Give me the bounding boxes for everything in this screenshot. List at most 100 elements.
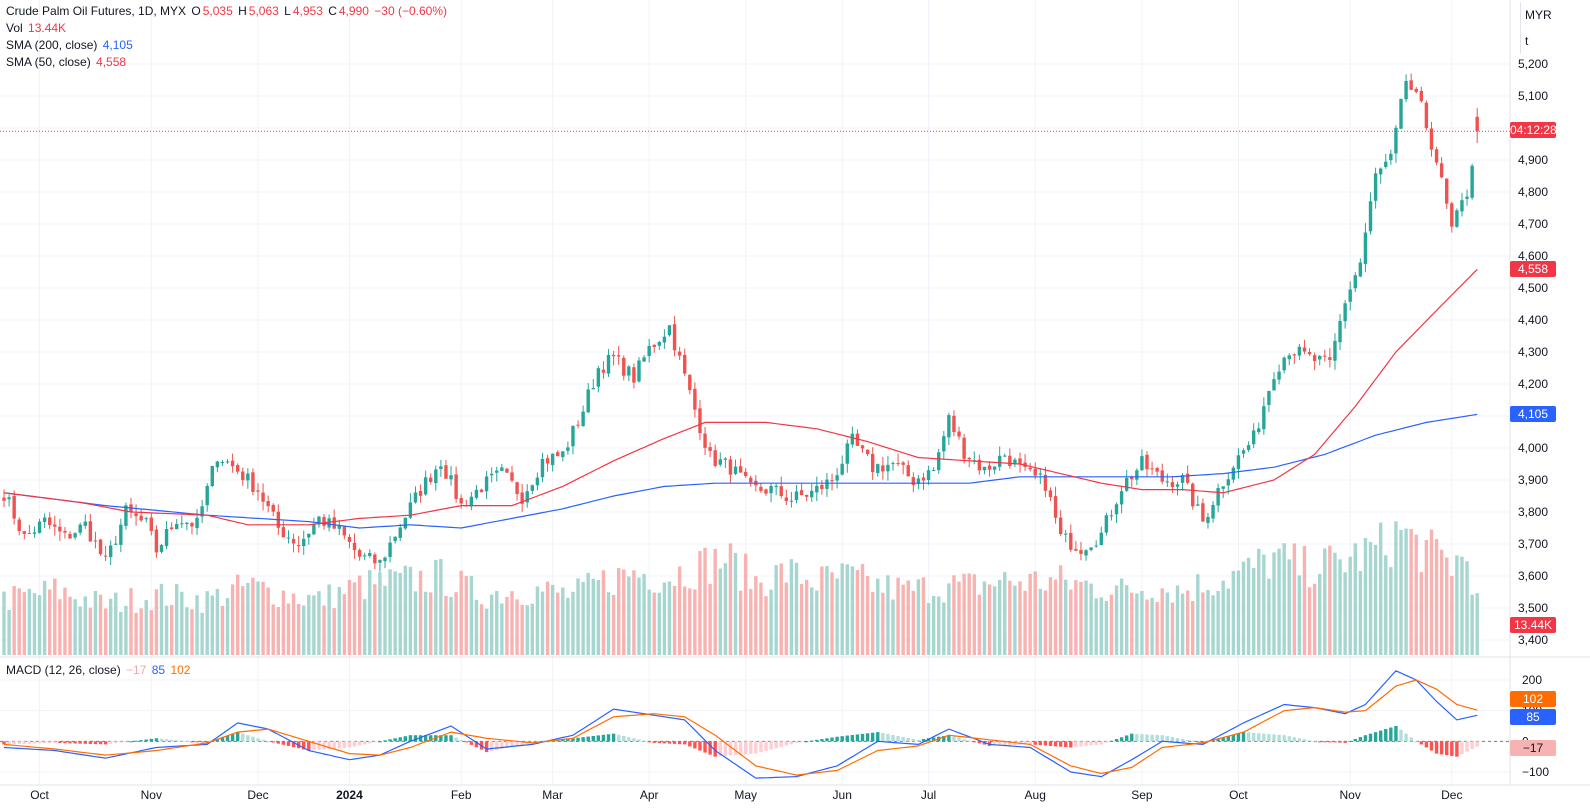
candle-body [98,539,103,555]
volume-bar [652,592,656,655]
macd-histogram-bar [616,734,621,742]
price-axis-label: 3,500 [1518,601,1548,615]
candle-body [545,458,550,464]
candle-body [225,461,230,463]
volume-bar [418,570,423,655]
candle-body [688,374,692,391]
macd-histogram-bar [149,738,154,742]
time-axis-label: May [734,788,757,802]
sma50-price-tag: 4,558 [1510,261,1556,277]
time-axis-label: Dec [1441,788,1462,802]
macd-histogram-bar [637,739,641,742]
volume-bar [1389,567,1393,655]
volume-bar [63,587,67,655]
volume-bar [916,579,921,655]
volume-bar [1069,589,1073,655]
candle-body [1216,487,1220,506]
macd-histogram-bar [916,739,921,742]
volume-legend[interactable]: Vol 13.44K [6,20,68,37]
currency-unit-box[interactable]: MYR t [1520,2,1569,54]
sma200-legend[interactable]: SMA (200, close) 4,105 [6,37,135,54]
macd-histogram-bar [967,740,971,742]
volume-bar [606,592,611,655]
sma200-price-tag: 4,105 [1510,406,1556,422]
macd-histogram-bar [88,741,93,744]
volume-bar [556,592,560,655]
macd-histogram-bar [393,738,397,742]
volume-bar [1114,585,1119,655]
volume-value: 13.44K [28,21,67,35]
volume-bar [688,588,692,655]
volume-bar [1109,594,1114,655]
volume-bar [825,565,829,655]
macd-histogram-bar [1180,739,1185,742]
candle-body [22,531,27,534]
volume-bar [1292,543,1297,655]
candle-body [261,492,265,502]
macd-histogram-bar [114,741,118,744]
candle-body [1419,90,1424,102]
macd-histogram-bar [1419,741,1424,745]
candle-body [1099,532,1103,546]
candle-body [738,466,743,473]
volume-bar [703,547,707,655]
time-axis-label: Feb [451,788,472,802]
volume-bar [479,604,484,655]
macd-histogram-bar [1297,738,1302,742]
candle-body [215,461,220,468]
volume-bar [205,591,209,655]
macd-histogram-bar [556,739,560,742]
candle-body [672,324,677,351]
macd-histogram-bar [896,735,900,742]
macd-histogram-bar [398,737,402,742]
candle-body [210,465,214,487]
macd-histogram-bar [672,741,677,744]
macd-histogram-bar [835,736,839,742]
volume-bar [444,595,448,655]
time-axis-label: Mar [542,788,563,802]
macd-histogram-bar [1394,726,1398,742]
macd-histogram-bar [870,732,875,742]
candle-body [1282,357,1286,371]
volume-bar [987,584,992,655]
macd-histogram-bar [83,741,87,744]
macd-histogram-bar [266,741,270,743]
volume-price-tag: 13.44K [1510,617,1556,633]
macd-histogram-bar [1048,741,1053,746]
macd-histogram-bar [825,738,829,742]
macd-histogram-bar [134,740,138,742]
macd-histogram-bar [469,741,474,745]
volume-bar [22,592,27,655]
time-axis-label: Nov [141,788,162,802]
volume-bar [281,590,286,655]
macd-histogram-bar [1074,741,1078,747]
candle-body [1343,303,1347,322]
time-axis-label: 2024 [336,788,363,802]
candle-body [383,557,387,562]
volume-bar [952,575,956,655]
candle-body [1236,455,1241,470]
volume-bar [312,595,316,655]
volume-bar [449,596,453,655]
candle-body [1450,203,1454,227]
volume-bar [1028,573,1032,655]
macd-histogram-bar [1140,734,1144,742]
macd-legend[interactable]: MACD (12, 26, close) −17 85 102 [6,662,192,679]
candle-body [1221,486,1225,489]
volume-bar [1160,588,1164,655]
macd-histogram-bar [972,741,976,743]
macd-histogram-bar [810,740,814,742]
volume-bar [728,543,733,655]
macd-histogram-bar [129,741,133,743]
volume-bar [749,588,753,655]
candle-body [408,502,413,518]
candle-body [1119,491,1124,505]
candle-body [1353,275,1357,289]
volume-bar [149,610,154,655]
candle-body [1323,355,1327,357]
volume-bar [103,608,108,655]
candle-body [1404,80,1408,100]
candle-body [1053,496,1058,518]
sma50-legend[interactable]: SMA (50, close) 4,558 [6,54,128,71]
